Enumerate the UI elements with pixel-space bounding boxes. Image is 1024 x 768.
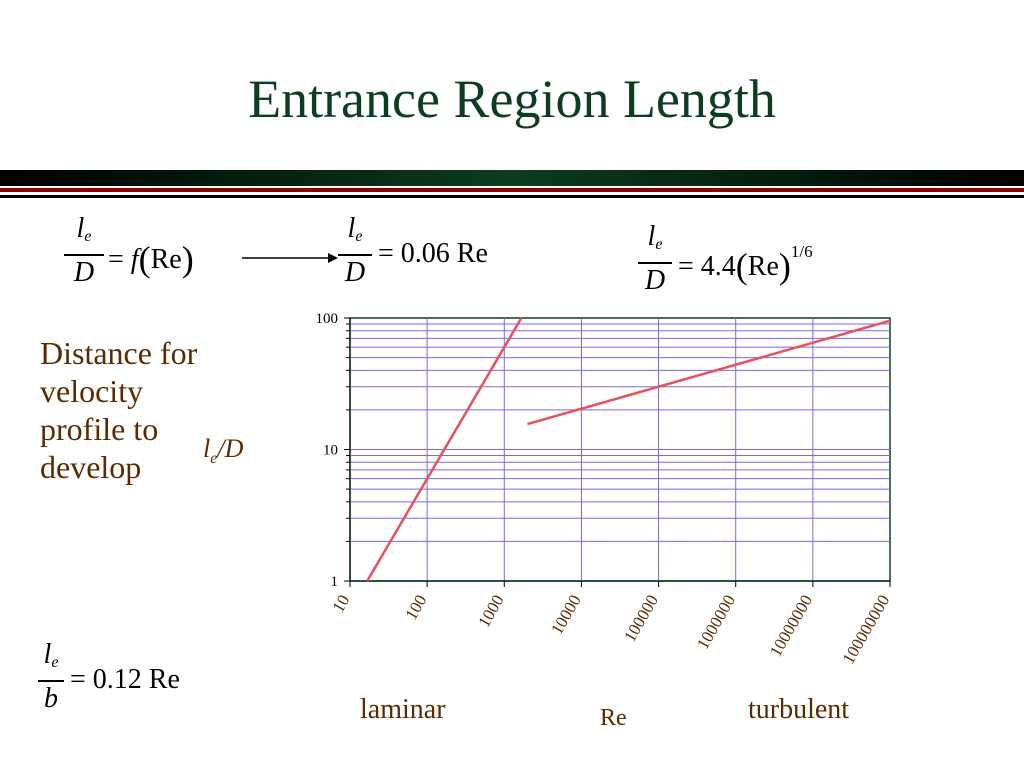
turbulent-label: turbulent <box>748 694 850 725</box>
eq-turbulent-arg: Re <box>747 251 779 282</box>
eq-channel-num: l <box>43 639 52 670</box>
x-tick-label: 10000000 <box>766 592 816 660</box>
x-tick-label: 100000000 <box>839 592 894 668</box>
arrow-icon <box>242 253 338 263</box>
eq-laminar-rhs: = 0.06 Re <box>378 238 488 269</box>
series-turbulent-line <box>527 319 891 426</box>
y-tick-label: 100 <box>316 311 339 327</box>
y-tick-label: 10 <box>323 443 338 459</box>
eq-turbulent-num-sub: e <box>655 236 663 253</box>
description-text: Distance for velocity profile to develop <box>40 335 198 485</box>
y-tick-label: 1 <box>331 574 339 590</box>
page-title: Entrance Region Length <box>248 69 776 129</box>
eq-laminar-num-sub: e <box>355 228 363 245</box>
eq-channel-den: b <box>44 682 58 714</box>
y-axis-label-rest: /D <box>217 434 244 463</box>
x-tick-label: 100 <box>401 592 430 624</box>
laminar-label: laminar <box>360 694 446 725</box>
eq-turbulent-num: l <box>647 221 656 252</box>
x-tick-label: 100000 <box>620 592 662 646</box>
x-tick-label: 10000 <box>547 592 585 638</box>
eq-general-num-sub: e <box>84 228 92 245</box>
eq-general-den: D <box>73 256 95 288</box>
eq-laminar-den: D <box>344 256 366 288</box>
x-tick-label: 1000000 <box>693 592 739 653</box>
eq-turbulent-exp: 1/6 <box>790 242 813 261</box>
eq-turbulent-den: D <box>644 264 666 296</box>
eq-turbulent-rhs: = 4.4 <box>678 251 736 282</box>
x-tick-label: 1000 <box>474 592 507 631</box>
eq-laminar-num: l <box>347 213 356 244</box>
series-laminar-line <box>366 317 523 582</box>
y-axis-label-sub: e <box>210 450 218 468</box>
eq-general-num: l <box>76 213 85 244</box>
x-tick-label: 10 <box>329 592 354 616</box>
y-axis-label: le/D <box>203 434 243 468</box>
x-axis-label: Re <box>600 705 627 731</box>
y-axis-label-main: l <box>203 434 211 463</box>
eq-general-arg: Re <box>150 244 182 275</box>
eq-general-func: f <box>130 244 139 275</box>
eq-channel-num-sub: e <box>51 654 59 671</box>
title-divider <box>0 170 1024 198</box>
eq-channel-rhs: = 0.12 Re <box>70 664 180 695</box>
